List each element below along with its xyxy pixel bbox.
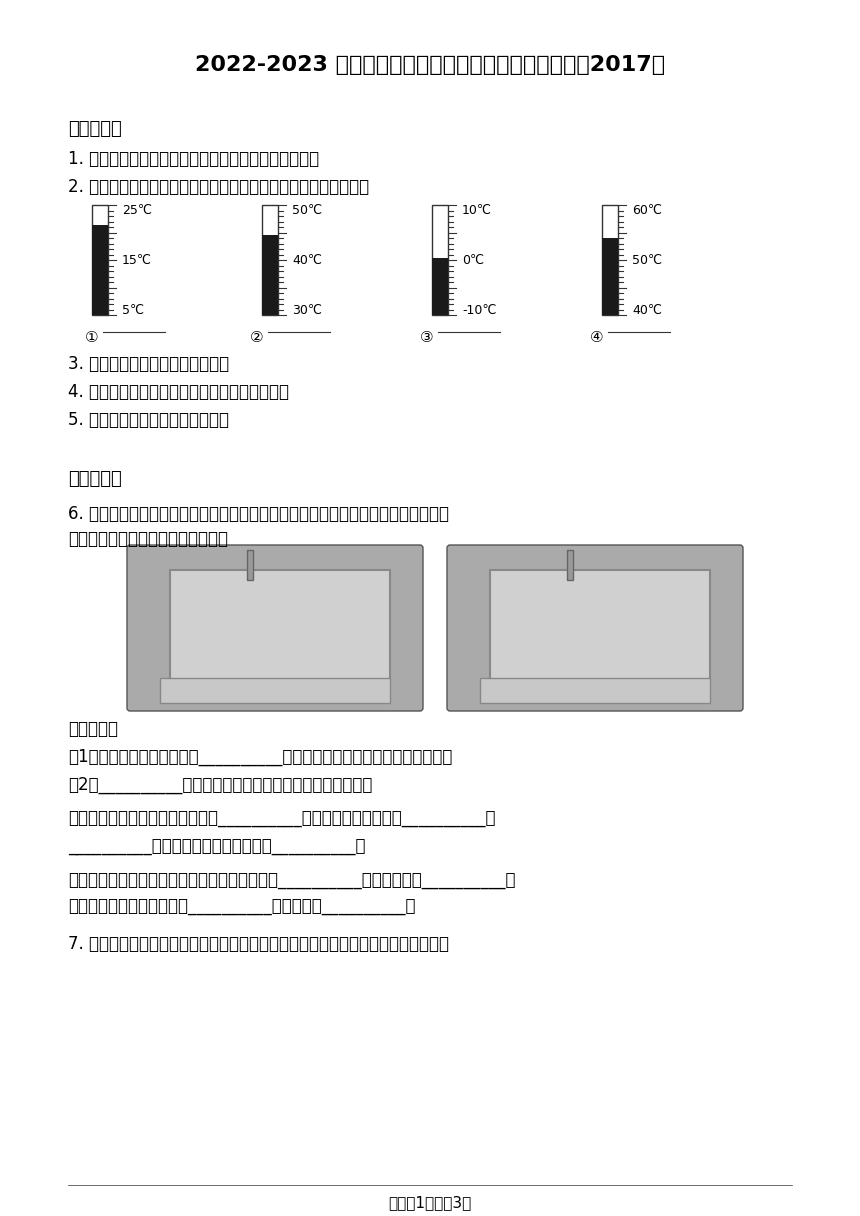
FancyBboxPatch shape — [447, 545, 743, 711]
Bar — [262, 235, 278, 315]
Text: 一、简答题: 一、简答题 — [68, 120, 122, 137]
Text: 1. 苍耳的种子有什么特点？它怎样把种子传播到远方？: 1. 苍耳的种子有什么特点？它怎样把种子传播到远方？ — [68, 150, 319, 168]
Text: 6. 做风的形成模拟实验，观察实验中香产生的烟是怎样流动的？根据实验现象解释风: 6. 做风的形成模拟实验，观察实验中香产生的烟是怎样流动的？根据实验现象解释风 — [68, 505, 449, 523]
Bar — [480, 679, 710, 703]
Text: 是怎样形成的？根据提示回答问题。: 是怎样形成的？根据提示回答问题。 — [68, 530, 228, 548]
Text: 15℃: 15℃ — [122, 253, 152, 266]
Text: ④: ④ — [590, 330, 604, 345]
Bar — [92, 206, 108, 315]
Bar — [432, 206, 448, 315]
Text: 50℃: 50℃ — [632, 253, 662, 266]
Text: （1）点燃实验箱外的香，但__________箱内的蜡烛，观察香烟是怎样流动的。: （1）点燃实验箱外的香，但__________箱内的蜡烛，观察香烟是怎样流动的。 — [68, 748, 452, 766]
Text: 2. 读下面温度计上的温度数据，然后将读数填写在相应的横线上。: 2. 读下面温度计上的温度数据，然后将读数填写在相应的横线上。 — [68, 178, 369, 196]
Text: __________香和箱内的蜡烛，香的烟会__________。: __________香和箱内的蜡烛，香的烟会__________。 — [68, 838, 366, 856]
Bar — [490, 570, 710, 680]
Bar — [160, 679, 390, 703]
Text: ③: ③ — [420, 330, 433, 345]
Bar — [432, 258, 448, 315]
Text: ②: ② — [250, 330, 264, 345]
Bar — [262, 206, 278, 315]
Text: （2）__________香和箱内的蜡烛，观察香烟是怎样流动的。: （2）__________香和箱内的蜡烛，观察香烟是怎样流动的。 — [68, 776, 372, 794]
Text: 25℃: 25℃ — [122, 203, 152, 216]
Bar — [247, 550, 253, 580]
Text: 实验过程：: 实验过程： — [68, 720, 118, 738]
Text: 下的空间，这样不断循环，__________，就形成了__________。: 下的空间，这样不断循环，__________，就形成了__________。 — [68, 897, 415, 916]
Text: 2022-2023 学年综合复习（一）四年级上科学人教版（2017）: 2022-2023 学年综合复习（一）四年级上科学人教版（2017） — [195, 55, 665, 75]
FancyBboxPatch shape — [127, 545, 423, 711]
Text: 30℃: 30℃ — [292, 304, 322, 316]
Text: 60℃: 60℃ — [632, 203, 662, 216]
Bar — [567, 550, 573, 580]
Text: 3. 水结冰时，体积为什么会变大？: 3. 水结冰时，体积为什么会变大？ — [68, 355, 229, 373]
Text: 实验现象：点燃实验箱外的香，但__________箱内的蜡烛，香的烟是__________。: 实验现象：点燃实验箱外的香，但__________箱内的蜡烛，香的烟是_____… — [68, 810, 495, 828]
Bar — [602, 206, 618, 315]
Text: 40℃: 40℃ — [632, 304, 662, 316]
Bar — [170, 570, 390, 680]
Text: 40℃: 40℃ — [292, 253, 322, 266]
Text: 试卷第1页，共3页: 试卷第1页，共3页 — [389, 1195, 471, 1210]
Text: 实验结论：点燃试验箱内的蜡烛后，蜡烛附近的__________，实验箱外的__________留: 实验结论：点燃试验箱内的蜡烛后，蜡烛附近的__________，实验箱外的___… — [68, 872, 515, 890]
Text: 4. 我们身边的那些现象与固体的热胀冷缩有关？: 4. 我们身边的那些现象与固体的热胀冷缩有关？ — [68, 383, 289, 401]
Text: 5℃: 5℃ — [122, 304, 144, 316]
Text: 5. 写出保护珍稀动物的一些方法。: 5. 写出保护珍稀动物的一些方法。 — [68, 411, 229, 429]
Text: 7. 其他液体如橙汁、食用油等受热或遇冷也会出现热胀冷缩的现象吗？请写出你的研: 7. 其他液体如橙汁、食用油等受热或遇冷也会出现热胀冷缩的现象吗？请写出你的研 — [68, 935, 449, 953]
Text: ①: ① — [85, 330, 99, 345]
Bar — [92, 225, 108, 315]
Text: 50℃: 50℃ — [292, 203, 322, 216]
Text: -10℃: -10℃ — [462, 304, 496, 316]
Text: 0℃: 0℃ — [462, 253, 484, 266]
Text: 10℃: 10℃ — [462, 203, 492, 216]
Text: 二、实验题: 二、实验题 — [68, 471, 122, 488]
Bar — [602, 238, 618, 315]
